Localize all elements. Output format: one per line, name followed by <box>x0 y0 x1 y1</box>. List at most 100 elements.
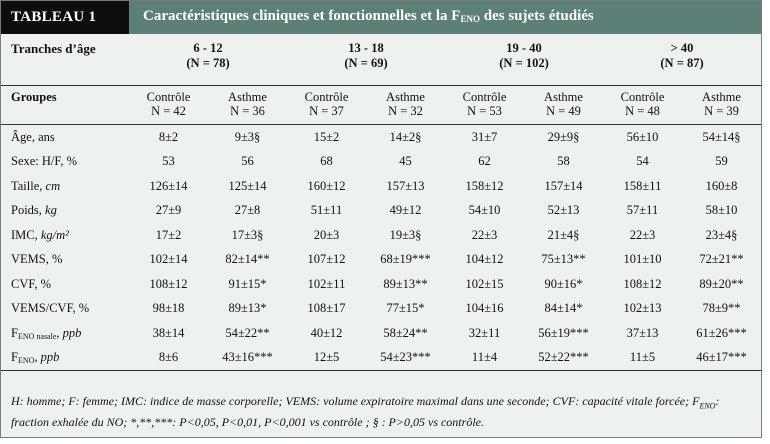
table-cell: 157±13 <box>386 178 425 193</box>
table-cell: 78±9** <box>702 301 741 316</box>
groups-row: Groupes Contrôle N = 42 Asthme N = 36 Cont… <box>1 85 761 125</box>
table-footnote: H: homme; F: femme; IMC: indice de masse… <box>11 393 756 431</box>
table-cell: 11±5 <box>603 345 682 371</box>
table-cell: 40±12 <box>310 325 343 340</box>
row-label-text: Taille, <box>11 178 46 193</box>
table-cell: 54±10 <box>468 203 501 218</box>
row-label-unit: , ppb <box>56 325 82 340</box>
table-cell: 27±9 <box>155 203 182 218</box>
group-cell: Contrôle N = 37 <box>287 85 366 125</box>
table-cell: 54 <box>636 154 649 169</box>
row-label-unit: cm <box>45 178 61 193</box>
age-group-n: (N = 87) <box>660 56 704 70</box>
table-cell: 101±10 <box>623 252 662 267</box>
table-cell: 62 <box>478 154 491 169</box>
group-name: Contrôle <box>304 90 349 104</box>
age-range-row: Tranches d’âge 6 - 12 (N = 78) 13 - 18 (N … <box>1 39 761 86</box>
table-cell: 29±9§ <box>524 124 603 150</box>
footnote-part2: : fraction exhalée du NO; *,**,***: P<0,… <box>11 394 720 430</box>
table-cell: 45 <box>399 154 412 169</box>
table-cell: 38±14 <box>152 325 185 340</box>
group-cell: Asthme N = 39 <box>682 85 761 125</box>
table-cell: 157±14 <box>544 178 583 193</box>
row-label: Sexe: H/F, % <box>1 150 129 175</box>
table-cell: 84±14* <box>544 301 583 316</box>
age-group-cell: 6 - 12 (N = 78) <box>129 39 287 86</box>
table-cell: 108±17 <box>307 301 346 316</box>
table-row: FENO, ppb 8±6 43±16*** 12±5 54±23*** 11±4 52±2… <box>1 345 761 371</box>
table-row: VEMS, % 102±14 82±14** 107±12 68±19*** 104±12… <box>1 248 761 273</box>
group-cell: Contrôle N = 48 <box>603 85 682 125</box>
table-row: VEMS/CVF, % 98±18 89±13* 108±17 77±15* 104±16… <box>1 297 761 322</box>
row-label-text: VEMS, % <box>11 252 63 267</box>
table-cell: 61±26*** <box>696 325 747 340</box>
table-cell: 23±4§ <box>705 227 738 242</box>
table-cell: 27±8 <box>234 203 261 218</box>
table-cell: 31±7 <box>445 124 524 150</box>
table-row: CVF, % 108±12 91±15* 102±11 89±13** 102±15 90±… <box>1 272 761 297</box>
table-cell: 11±4 <box>445 345 524 371</box>
table-cell: 54±22** <box>225 325 270 340</box>
table-cell: 52±13 <box>547 203 580 218</box>
table-cell: 37±13 <box>626 325 659 340</box>
row-label: Âge, ans <box>1 124 129 150</box>
row-label-subscript: ENO nasale <box>17 331 57 341</box>
table-cell: 90±16* <box>544 276 583 291</box>
row-label: Poids, kg <box>1 199 129 224</box>
table-cell: 102±13 <box>623 301 662 316</box>
table-row: Sexe: H/F, % 53 56 68 45 62 58 54 59 <box>1 150 761 175</box>
table-row: IMC, kg/m² 17±2 17±3§ 20±3 19±3§ 22±3 21±4§ 22±… <box>1 223 761 248</box>
group-n: N = 37 <box>309 104 344 118</box>
age-group-range: > 40 <box>670 41 694 55</box>
table-cell: 17±2 <box>155 227 182 242</box>
group-name: Asthme <box>702 90 741 104</box>
group-cell: Asthme N = 32 <box>366 85 445 125</box>
table-cell: 104±12 <box>465 252 504 267</box>
age-group-cell: 13 - 18 (N = 69) <box>287 39 445 86</box>
table-cell: 108±12 <box>623 276 662 291</box>
age-group-n: (N = 78) <box>186 56 230 70</box>
group-n: N = 36 <box>230 104 265 118</box>
table-cell: 49±12 <box>389 203 422 218</box>
group-name: Asthme <box>386 90 425 104</box>
groups-label: Groupes <box>1 85 129 125</box>
table-cell: 158±12 <box>465 178 504 193</box>
table-cell: 22±3 <box>471 227 498 242</box>
row-label: FENO nasale, ppb <box>1 321 129 346</box>
table-cell: 17±3§ <box>231 227 264 242</box>
table-cell: 89±13* <box>228 301 267 316</box>
table-cell: 98±18 <box>152 301 185 316</box>
table-cell: 102±11 <box>307 276 346 291</box>
table-cell: 21±4§ <box>547 227 580 242</box>
row-label-text: Âge, ans <box>11 129 55 144</box>
table-frame: TABLEAU 1 Caractéristiques cliniques et … <box>0 0 762 438</box>
table-cell: 104±16 <box>465 301 504 316</box>
table-cell: 56 <box>241 154 254 169</box>
table-row: FENO nasale, ppb 38±14 54±22** 40±12 58±24**… <box>1 321 761 346</box>
group-name: Asthme <box>544 90 583 104</box>
row-label: FENO, ppb <box>1 345 129 371</box>
table-cell: 53 <box>162 154 175 169</box>
table-cell: 158±11 <box>623 178 662 193</box>
row-label: IMC, kg/m² <box>1 223 129 248</box>
table-cell: 72±21** <box>699 252 744 267</box>
group-name: Contrôle <box>462 90 507 104</box>
table-cell: 75±13** <box>541 252 586 267</box>
group-name: Asthme <box>228 90 267 104</box>
table-cell: 43±16*** <box>208 345 287 371</box>
row-label: VEMS/CVF, % <box>1 297 129 322</box>
group-n: N = 39 <box>704 104 739 118</box>
table-cell: 107±12 <box>307 252 346 267</box>
table-cell: 54±23*** <box>366 345 445 371</box>
table-cell: 32±11 <box>468 325 501 340</box>
group-n: N = 49 <box>546 104 581 118</box>
group-name: Contrôle <box>146 90 191 104</box>
table-cell: 56±19*** <box>538 325 589 340</box>
row-label-unit: kg <box>45 203 57 218</box>
table-cell: 22±3 <box>629 227 656 242</box>
table-cell: 58±24** <box>383 325 428 340</box>
row-label-unit: kg/m² <box>40 227 69 242</box>
table-number-label: TABLEAU 1 <box>1 1 129 34</box>
table-cell: 89±20** <box>699 276 744 291</box>
row-label-text: Poids, <box>11 203 46 218</box>
